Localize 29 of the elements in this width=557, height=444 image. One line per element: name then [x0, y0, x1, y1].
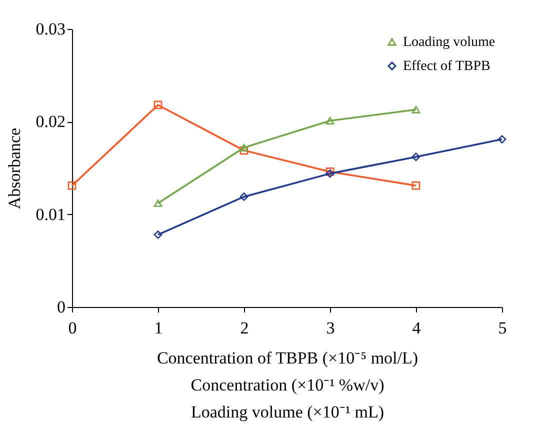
point	[240, 144, 248, 152]
x-tick-label: 3	[326, 318, 335, 338]
point	[240, 192, 248, 201]
point	[154, 200, 162, 207]
y-tick-label: 0.03	[36, 20, 66, 38]
y-axis-title: Absorbance	[4, 128, 24, 210]
legend-label: Loading volume	[403, 35, 496, 50]
point	[240, 146, 248, 155]
point	[412, 152, 420, 162]
point	[412, 181, 420, 190]
text: Loading volume (×10⁻¹ mL)	[190, 402, 384, 422]
x-tick-label: 4	[412, 318, 422, 338]
y-tick-label: 0	[57, 298, 66, 316]
point	[326, 168, 334, 176]
point	[154, 230, 162, 239]
point	[326, 117, 334, 124]
point	[412, 106, 420, 114]
legend-label: Effect of TBPB	[403, 59, 490, 74]
x-tick-label: 0	[68, 318, 77, 338]
y-tick-label: 0.02	[36, 112, 66, 132]
y-tick-label: 0.01	[36, 204, 66, 224]
point	[154, 100, 162, 110]
x-tick-label: 2	[240, 318, 249, 338]
x-tick-label: 5	[498, 318, 507, 338]
point	[498, 135, 506, 144]
x-axis-title: Concentration of TBPB (×10⁻⁵ mol/L)	[156, 348, 418, 368]
x-tick-label: 1	[154, 318, 163, 338]
point	[68, 181, 76, 190]
text: Concentration (×10⁻¹ %w/v)	[190, 376, 384, 394]
